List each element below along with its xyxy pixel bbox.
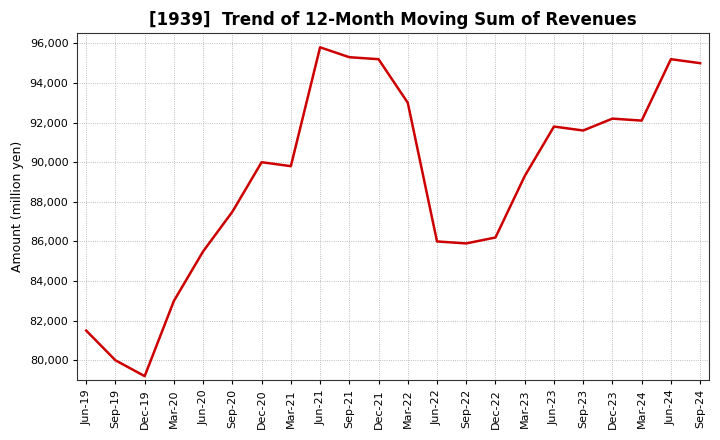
Title: [1939]  Trend of 12-Month Moving Sum of Revenues: [1939] Trend of 12-Month Moving Sum of R… [149, 11, 637, 29]
Y-axis label: Amount (million yen): Amount (million yen) [11, 141, 24, 272]
